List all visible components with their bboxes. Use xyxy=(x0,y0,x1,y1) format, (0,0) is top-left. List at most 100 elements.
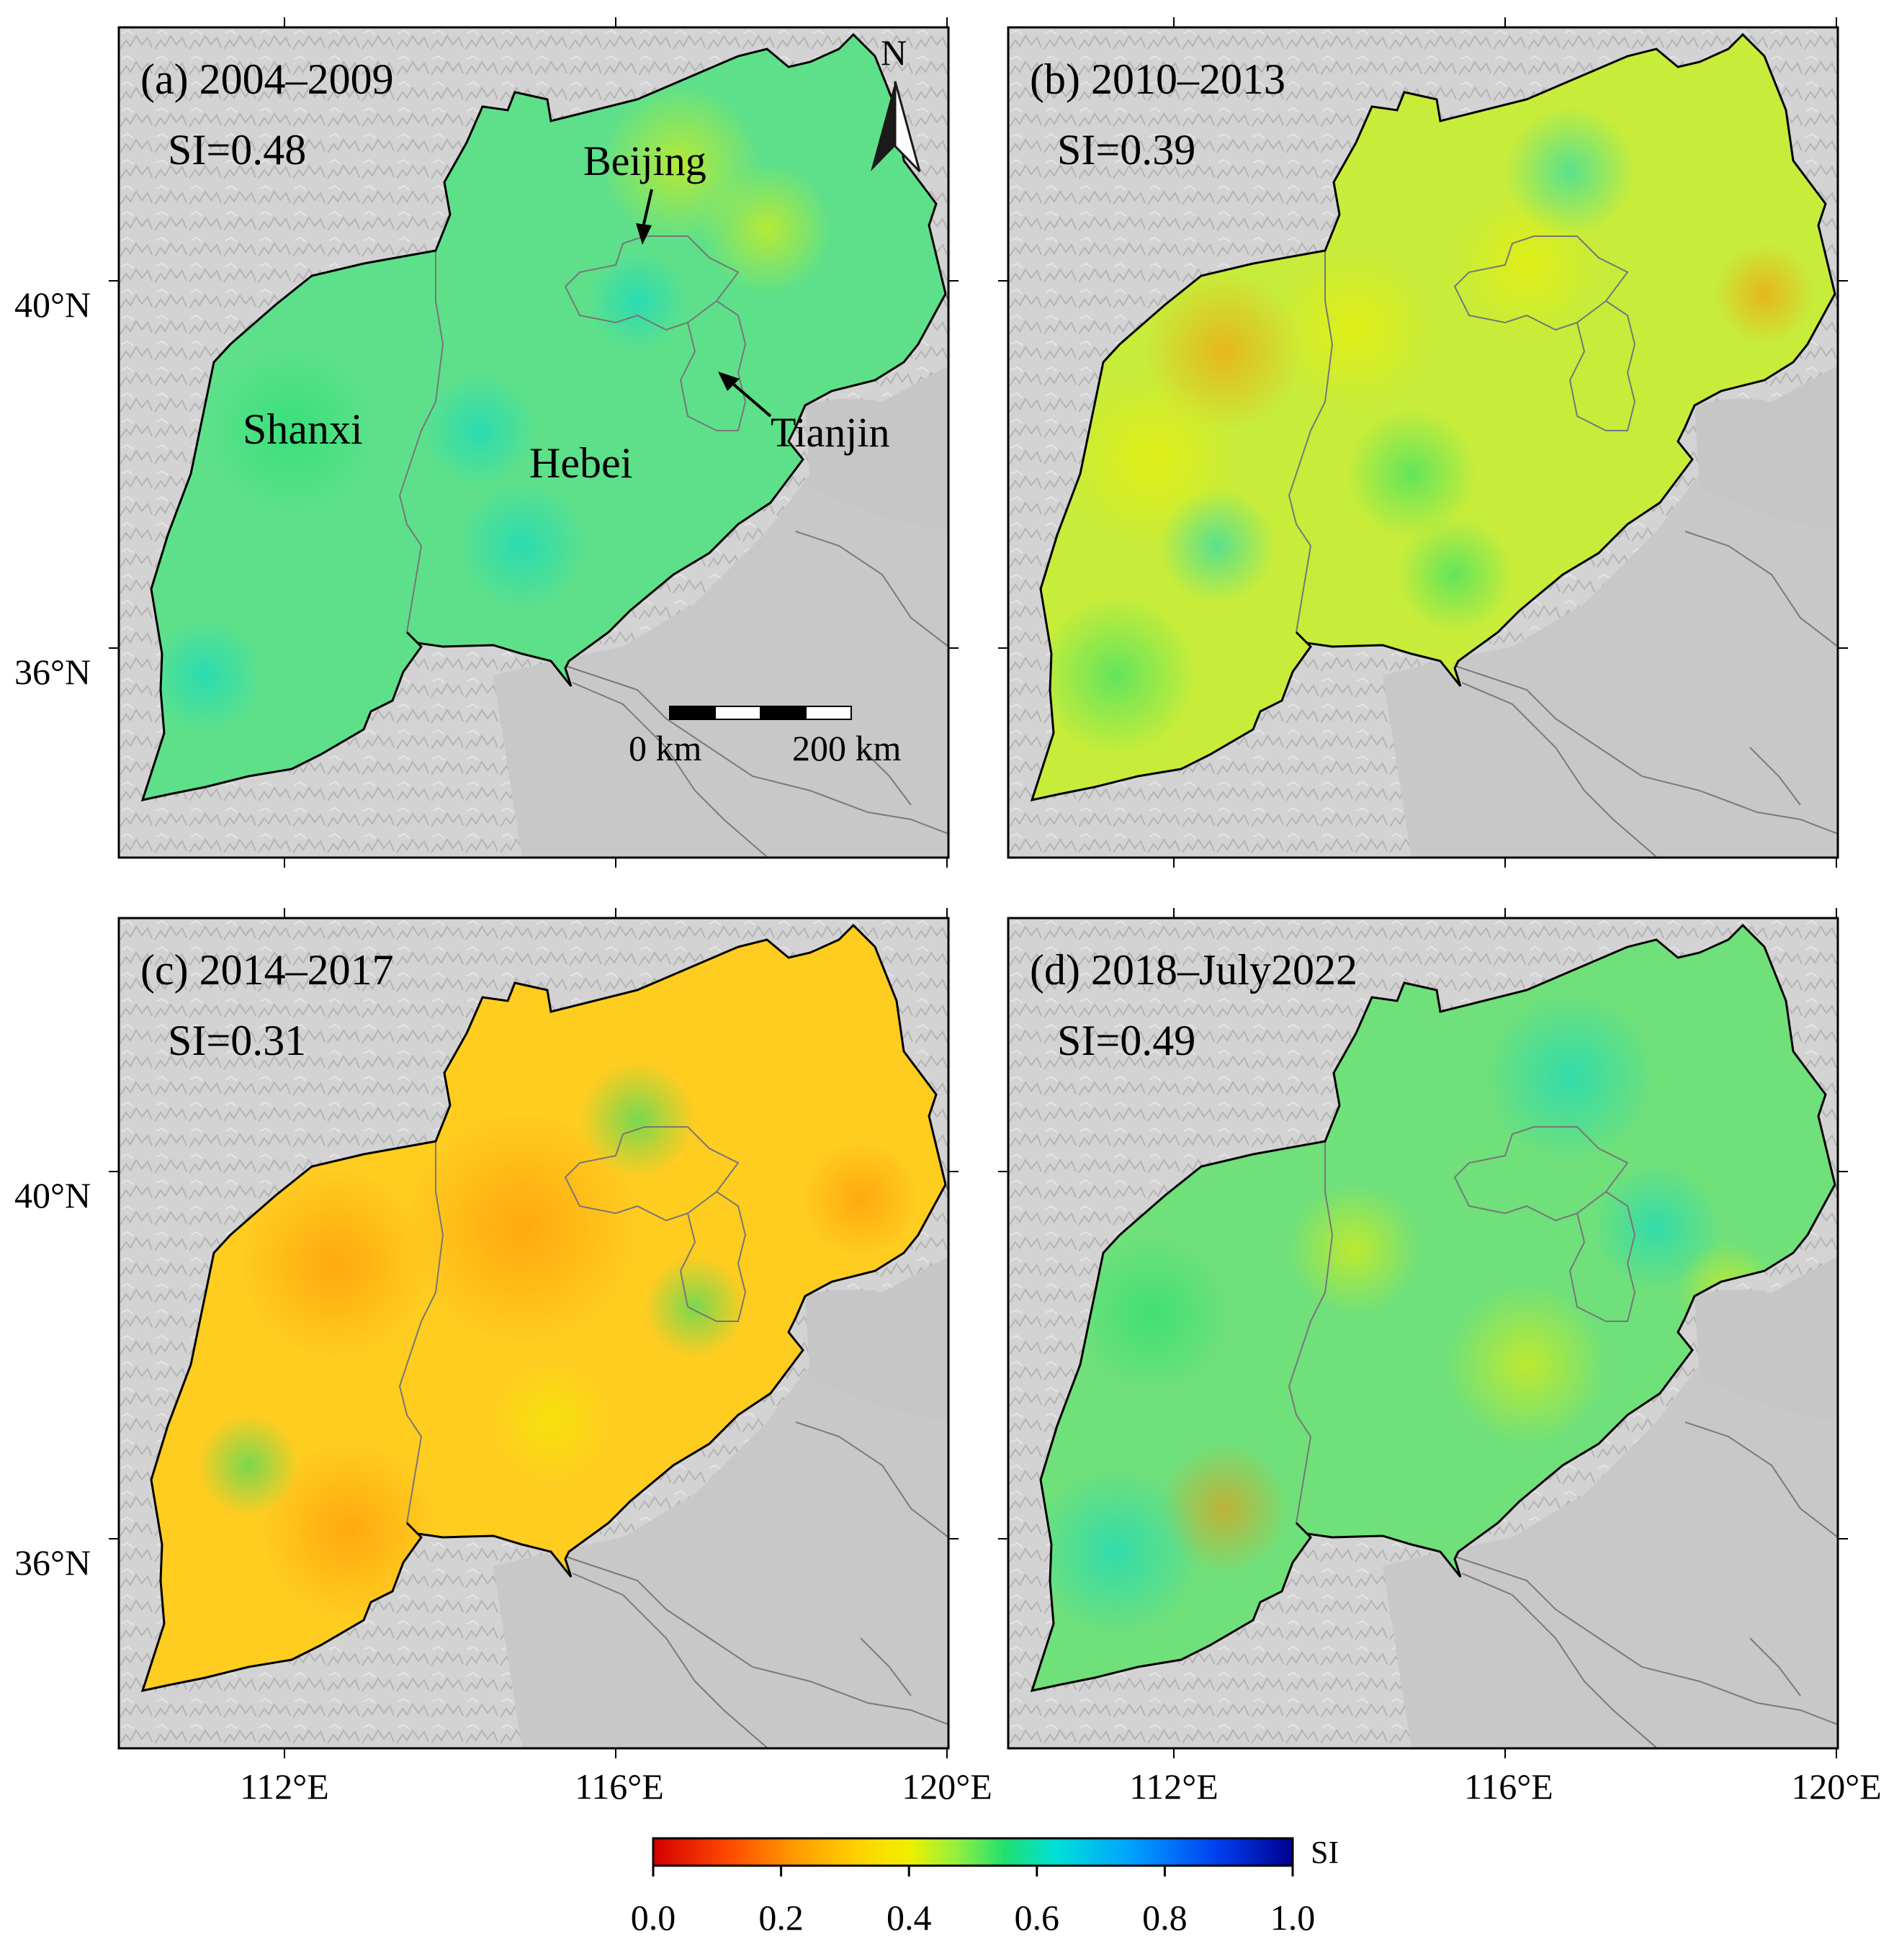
province-boundary xyxy=(1288,251,1334,633)
si-value-label: SI=0.49 xyxy=(1057,1017,1195,1064)
study-area-outline xyxy=(140,32,947,802)
colorbar-tick-label: 0.4 xyxy=(887,1897,932,1938)
panel-c: (c) 2014–2017 SI=0.31 xyxy=(109,908,959,1758)
plain-area xyxy=(1383,1293,1838,1748)
si-variation xyxy=(580,1062,695,1177)
neighbor-boundary xyxy=(1461,682,1657,858)
si-variation xyxy=(645,1257,745,1357)
neighbor-boundary xyxy=(1749,1637,1801,1696)
si-variation xyxy=(241,1170,428,1357)
plain-area xyxy=(1383,402,1838,858)
province-boundary xyxy=(679,1191,747,1322)
longitude-tick-label: 120°E xyxy=(1791,1766,1882,1807)
neighbor-boundary xyxy=(572,682,768,858)
neighbor-boundary xyxy=(1440,660,1838,835)
neighbor-boundary xyxy=(795,1421,948,1538)
panel-frame xyxy=(117,917,950,1750)
colorbar-tick-label: 0.8 xyxy=(1142,1897,1188,1938)
province-boundary xyxy=(564,235,740,331)
si-variation xyxy=(1037,596,1195,755)
neighbor-boundary xyxy=(1440,1551,1838,1725)
longitude-tick-label: 116°E xyxy=(1464,1766,1553,1807)
si-variation xyxy=(1484,990,1656,1163)
si-variation xyxy=(1347,409,1476,539)
si-variation xyxy=(457,481,587,611)
si-variation xyxy=(1275,251,1433,409)
si-variation xyxy=(1032,1465,1203,1638)
province-boundary xyxy=(1453,1126,1629,1222)
tianjin-label: Tianjin xyxy=(771,409,889,456)
si-variation xyxy=(1073,1235,1231,1393)
panel-b: (b) 2010–2013 SI=0.39 xyxy=(998,17,1848,868)
bohai-sea xyxy=(805,1257,948,1422)
province-boundary xyxy=(398,1141,444,1524)
si-variation xyxy=(1159,488,1275,603)
panel-title: (d) 2018–July2022 xyxy=(1030,946,1357,994)
panel-title: (a) 2004–2009 xyxy=(140,55,394,103)
colorbar-label: SI xyxy=(1311,1835,1339,1870)
bohai-sea xyxy=(1695,366,1838,531)
neighbor-boundary xyxy=(1684,531,1838,647)
si-variation xyxy=(1592,1163,1721,1293)
si-value-label: SI=0.39 xyxy=(1057,126,1195,174)
north-arrow-icon xyxy=(871,81,895,171)
bohai-sea xyxy=(805,366,948,531)
latitude-tick-label: 40°N xyxy=(14,1175,91,1215)
si-variation xyxy=(407,1112,637,1343)
si-variation xyxy=(1397,517,1512,632)
si-variation xyxy=(486,1357,616,1487)
beijing-arrow xyxy=(641,189,653,231)
beijing-label: Beijing xyxy=(583,138,706,184)
colorbar: SI 0.0 0.2 0.4 0.6 0.8 1.0 xyxy=(631,1835,1339,1938)
si-variation xyxy=(702,164,832,294)
province-boundary xyxy=(679,300,747,431)
neighbor-boundary xyxy=(1684,1421,1838,1538)
longitude-tick-label: 112°E xyxy=(240,1766,329,1807)
neighbor-boundary xyxy=(550,660,948,835)
latitude-tick-label: 40°N xyxy=(14,284,91,325)
longitude-tick-label: 116°E xyxy=(575,1766,664,1807)
panel-a: (a) 2004–2009 SI=0.48 xyxy=(109,17,959,868)
panel-frame xyxy=(117,26,950,859)
colorbar-tick-label: 0.0 xyxy=(631,1897,676,1938)
neighbor-boundary xyxy=(550,1551,948,1725)
latitude-tick-label: 36°N xyxy=(14,1542,91,1583)
study-area-outline xyxy=(140,923,947,1693)
north-arrow-icon xyxy=(894,81,921,173)
neighbor-boundary xyxy=(860,747,912,806)
si-variation xyxy=(1505,107,1635,236)
province-boundary xyxy=(1568,300,1636,431)
hebei-label: Hebei xyxy=(529,439,632,487)
scale-bar xyxy=(669,706,852,720)
tianjin-arrow xyxy=(727,379,772,418)
study-area-outline xyxy=(1030,923,1836,1693)
panel-title: (c) 2014–2017 xyxy=(140,946,394,994)
si-variation xyxy=(1289,1184,1419,1314)
longitude-tick-label: 112°E xyxy=(1129,1766,1218,1807)
si-variation xyxy=(205,344,378,517)
colorbar-tick-label: 0.2 xyxy=(758,1897,804,1938)
panel-frame xyxy=(1007,917,1839,1750)
province-boundary xyxy=(1453,235,1629,331)
province-boundary xyxy=(1568,1191,1636,1322)
bohai-sea xyxy=(1695,1257,1838,1422)
panel-frame xyxy=(1007,26,1839,859)
panel-d: (d) 2018–July2022 SI=0.49 xyxy=(998,908,1848,1758)
si-variation xyxy=(421,373,537,488)
latitude-tick-label: 36°N xyxy=(14,652,91,692)
plain-area xyxy=(493,1293,948,1748)
colorbar-gradient xyxy=(652,1837,1294,1867)
province-boundary xyxy=(564,1126,740,1222)
study-area-outline xyxy=(1030,32,1836,802)
si-variation xyxy=(587,251,688,351)
si-value-label: SI=0.48 xyxy=(168,126,306,174)
scale-label-start: 0 km xyxy=(629,728,702,768)
si-value-label: SI=0.31 xyxy=(168,1017,306,1064)
neighbor-boundary xyxy=(572,1573,768,1748)
neighbor-boundary xyxy=(1749,747,1801,806)
si-variation xyxy=(803,1141,918,1257)
neighbor-boundary xyxy=(1461,1573,1657,1748)
colorbar-tick-label: 0.6 xyxy=(1015,1897,1060,1938)
shanxi-label: Shanxi xyxy=(243,405,363,453)
neighbor-boundary xyxy=(795,531,948,647)
